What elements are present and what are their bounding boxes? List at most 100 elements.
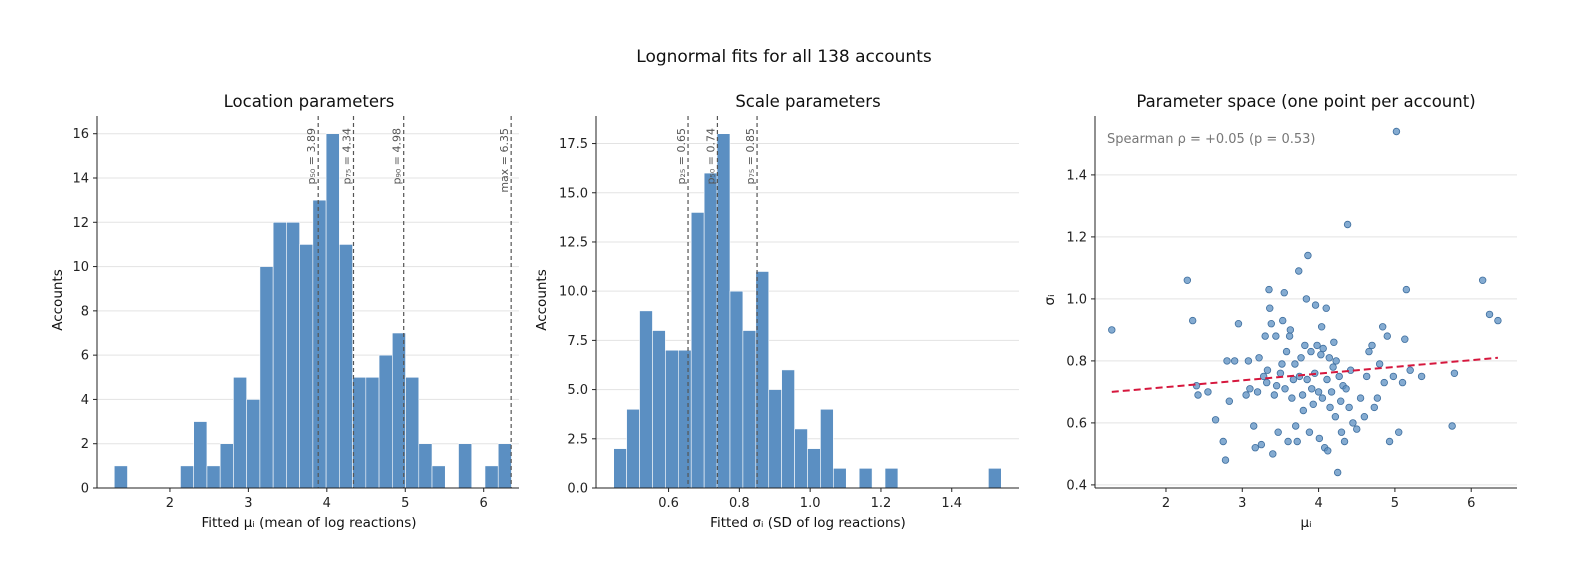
histogram-bar: [884, 468, 899, 489]
x-tick-label: 4: [323, 496, 331, 511]
scatter-point: [1324, 447, 1332, 455]
histogram-bar: [484, 465, 499, 489]
histogram-bar: [833, 468, 847, 489]
x-tick-label: 3: [1238, 496, 1246, 511]
y-tick-label: 15.0: [559, 186, 588, 201]
x-tick-label: 4: [1314, 496, 1322, 511]
scatter-point: [1192, 382, 1201, 390]
scatter-point: [1255, 354, 1263, 362]
scatter-point: [1299, 406, 1308, 415]
y-tick-label: 14: [72, 172, 89, 187]
histogram-bar: [378, 354, 393, 489]
y-tick-label: 5.0: [567, 383, 588, 398]
scatter-point: [1274, 428, 1282, 436]
x-tick-label: 1.0: [800, 496, 821, 511]
scatter-point: [1276, 369, 1285, 377]
y-tick-label: 0.8: [1066, 354, 1087, 369]
percentile-label: p₉₀ = 4.98: [391, 128, 404, 185]
scatter-point: [1108, 326, 1116, 334]
histogram-bar: [431, 465, 446, 489]
histogram-bar: [405, 376, 420, 489]
scatter-point: [1335, 372, 1343, 381]
histogram-bar: [626, 408, 640, 489]
histogram-bar: [325, 133, 340, 489]
histogram-bar: [652, 330, 666, 489]
histogram-bar: [690, 212, 705, 489]
scatter-point: [1375, 360, 1384, 368]
y-axis-label: σᵢ: [1042, 295, 1058, 306]
y-tick-label: 17.5: [559, 137, 588, 152]
y-tick-label: 8: [81, 304, 89, 319]
scatter-point: [1478, 276, 1487, 284]
scatter-point: [1349, 419, 1357, 427]
scatter-point: [1327, 388, 1336, 396]
scatter-point: [1329, 363, 1337, 371]
scatter-point: [1211, 416, 1220, 424]
correlation-annotation: Spearman ρ = +0.05 (p = 0.53): [1107, 132, 1315, 147]
panel-title: Location parameters: [224, 92, 395, 111]
scatter-point: [1221, 456, 1230, 464]
histogram-bar: [755, 271, 770, 489]
panel-title: Parameter space (one point per account): [1136, 92, 1475, 111]
scatter-point: [1319, 344, 1327, 353]
y-tick-label: 2.5: [567, 432, 588, 447]
scatter-point: [1282, 347, 1291, 356]
plot-area: 0 2 4 6 8 10 12 14 16 2 3 4 5 6 p₅₀ = 3.89 p₇₅ = 4.34 p₉…: [72, 116, 519, 511]
y-tick-label: 0.6: [1066, 416, 1087, 431]
scatter-point: [1295, 267, 1303, 275]
histogram-bar: [113, 465, 128, 489]
percentile-label: p₅₀ = 0.74: [704, 128, 717, 185]
scatter-point: [1270, 391, 1279, 399]
x-tick-label: 5: [401, 496, 409, 511]
scatter-point: [1194, 391, 1202, 399]
scatter-point: [1303, 375, 1311, 384]
histogram-bar: [703, 172, 718, 489]
histogram-bar: [219, 443, 234, 489]
scatter-point: [1253, 388, 1262, 396]
x-tick-label: 6: [480, 496, 488, 511]
histogram-bar: [858, 468, 873, 489]
histogram-bar: [458, 443, 473, 489]
scatter-point: [1318, 394, 1327, 402]
plot-area: 0.4 0.6 0.8 1.0 1.2 1.4 2 3 4 5 6 Spearman ρ = +0.0…: [1066, 116, 1517, 511]
y-tick-label: 10: [72, 260, 89, 275]
figure-suptitle: Lognormal fits for all 138 accounts: [636, 47, 932, 67]
histogram-bar: [233, 376, 247, 489]
scatter-point: [1246, 385, 1254, 393]
y-tick-label: 12: [72, 216, 89, 231]
histogram-bar: [768, 389, 782, 489]
scatter-point: [1315, 434, 1324, 443]
scatter-point: [1317, 351, 1325, 359]
histogram-bar: [259, 266, 274, 489]
scatter-point: [1313, 341, 1321, 350]
scatter-point: [1261, 332, 1269, 340]
scatter-point: [1250, 422, 1258, 430]
scatter-point: [1353, 425, 1361, 433]
scatter-point: [1265, 285, 1273, 294]
y-tick-label: 7.5: [567, 334, 588, 349]
scatter-point: [1302, 295, 1311, 303]
histogram-bar: [246, 399, 261, 489]
scatter-point: [1343, 220, 1352, 229]
histogram-bar: [807, 448, 821, 489]
scatter-point: [1204, 388, 1212, 396]
y-tick-label: 0: [81, 482, 89, 497]
histogram-bar: [781, 369, 795, 489]
x-tick-label: 2: [1162, 496, 1170, 511]
scatter-point: [1365, 347, 1373, 356]
x-tick-label: 6: [1467, 496, 1475, 511]
scatter-point: [1448, 422, 1456, 430]
x-tick-label: 3: [244, 496, 252, 511]
scatter-point: [1380, 378, 1388, 387]
x-tick-label: 0.8: [729, 496, 750, 511]
y-tick-label: 2: [81, 437, 89, 452]
scatter-point: [1398, 378, 1407, 387]
y-tick-label: 1.2: [1066, 230, 1087, 245]
histogram-bar: [418, 443, 433, 489]
scatter-point: [1356, 394, 1365, 402]
scatter-point: [1266, 304, 1274, 312]
percentile-label: p₅₀ = 3.89: [305, 128, 318, 185]
scatter-point: [1269, 450, 1277, 458]
histogram-bar: [639, 310, 653, 489]
y-axis-label: Accounts: [50, 269, 66, 331]
